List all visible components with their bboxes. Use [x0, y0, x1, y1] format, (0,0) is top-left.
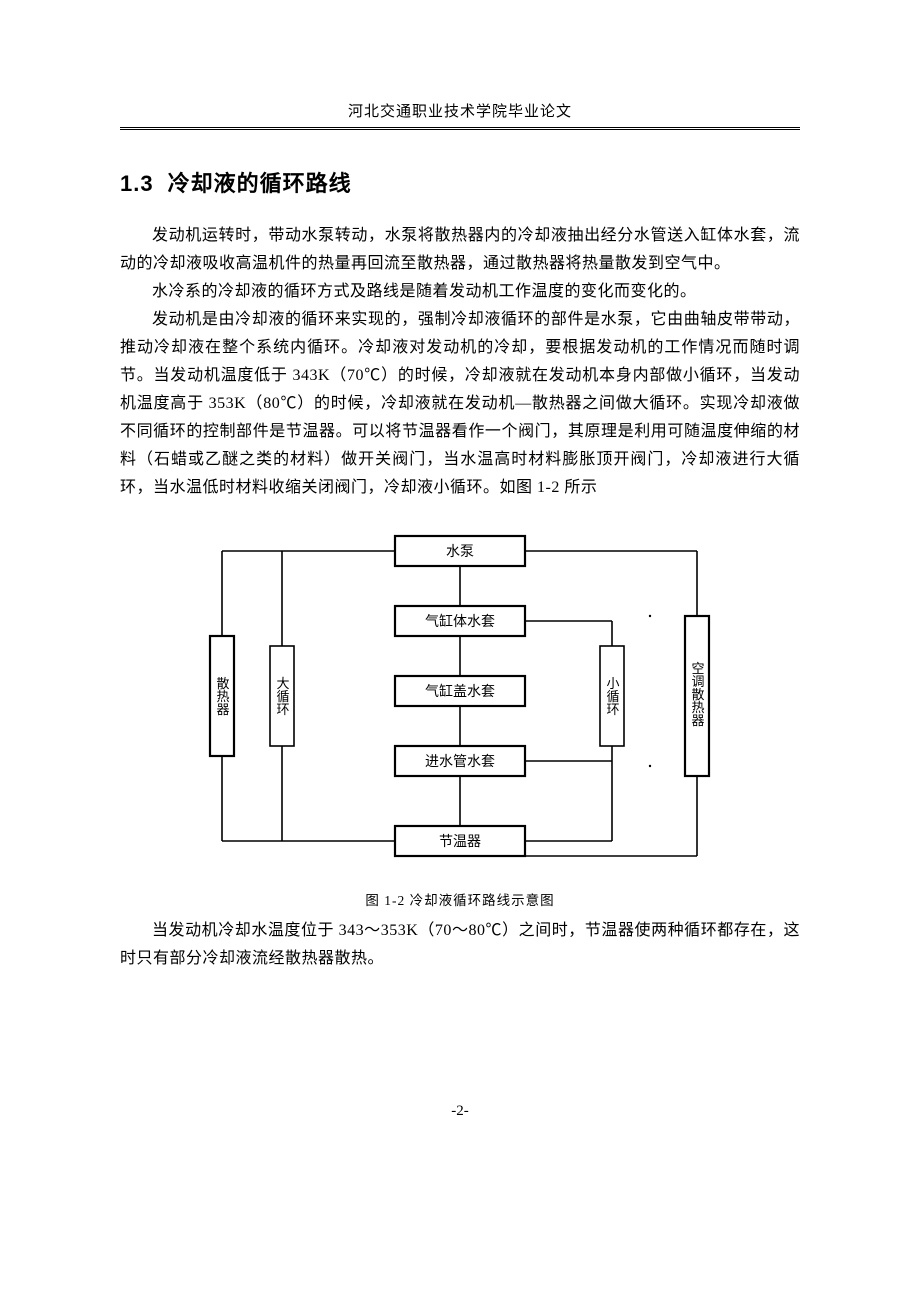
- figure-1-2: 水泵 气缸体水套 气缸盖水套 进水管水套 节温器 散热器 大循环 小循环 空调散…: [180, 516, 740, 881]
- node-cylinder: 气缸体水套: [425, 613, 495, 630]
- flowchart-svg: 水泵 气缸体水套 气缸盖水套 进水管水套 节温器 散热器 大循环 小循环 空调散…: [180, 516, 740, 876]
- paragraph-3: 发动机是由冷却液的循环来实现的，强制冷却液循环的部件是水泵，它由曲轴皮带带动，推…: [120, 306, 800, 502]
- section-number: 1.3: [120, 171, 154, 196]
- page-number: -2-: [120, 1103, 800, 1120]
- page: 河北交通职业技术学院毕业论文 1.3 冷却液的循环路线 发动机运转时，带动水泵转动…: [0, 0, 920, 1180]
- figure-caption: 图 1-2 冷却液循环路线示意图: [120, 889, 800, 909]
- section-title-text: 冷却液的循环路线: [168, 171, 352, 196]
- section-heading: 1.3 冷却液的循环路线: [120, 166, 800, 198]
- running-header: 河北交通职业技术学院毕业论文: [120, 100, 800, 130]
- node-head: 气缸盖水套: [425, 683, 495, 700]
- node-ac-radiator: 空调散热器: [690, 662, 705, 728]
- paragraph-1: 发动机运转时，带动水泵转动，水泵将散热器内的冷却液抽出经分水管送入缸体水套，流动…: [120, 222, 800, 278]
- node-small-cycle: 小循环: [605, 677, 620, 716]
- paragraph-4: 当发动机冷却水温度位于 343～353K（70～80℃）之间时，节温器使两种循环…: [120, 917, 800, 973]
- paragraph-2: 水冷系的冷却液的循环方式及路线是随着发动机工作温度的变化而变化的。: [120, 278, 800, 306]
- node-big-cycle: 大循环: [275, 677, 290, 716]
- node-thermostat: 节温器: [439, 834, 481, 850]
- node-radiator: 散热器: [215, 677, 230, 717]
- node-pump: 水泵: [446, 544, 474, 560]
- node-intake: 进水管水套: [425, 754, 495, 770]
